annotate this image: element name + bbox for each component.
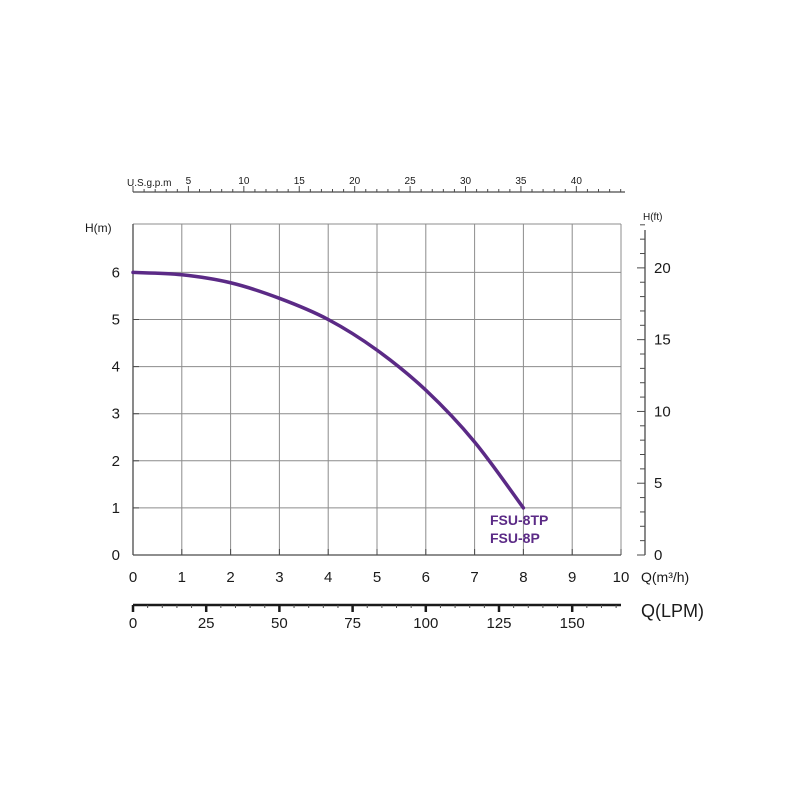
right-axis-tick-label: 10 — [654, 403, 671, 420]
x-tick-label: 10 — [613, 569, 630, 586]
y-tick-label: 4 — [112, 359, 120, 376]
x-tick-label: 6 — [422, 569, 430, 586]
bottom-axis-tick-label: 75 — [344, 615, 361, 632]
series-label: FSU-8P — [490, 530, 540, 546]
bottom-axis-tick-label: 50 — [271, 615, 288, 632]
bottom-axis-tick-label: 100 — [413, 615, 438, 632]
x-tick-label: 5 — [373, 569, 381, 586]
x-tick-label: 8 — [519, 569, 527, 586]
y-tick-label: 3 — [112, 406, 120, 423]
y-tick-label: 0 — [112, 547, 120, 564]
labels: H(m) H(ft) U.S.g.p.m Q(m³/h) Q(LPM) 0 1 2 3… — [85, 176, 704, 632]
x-tick-label: 0 — [129, 569, 137, 586]
bottom-axis-title: Q(LPM) — [641, 601, 704, 621]
top-axis-tick-label: 10 — [238, 176, 250, 187]
top-axis-title: U.S.g.p.m — [127, 178, 171, 189]
top-axis-tick-label: 20 — [349, 176, 361, 187]
bottom-axis-tick-label: 150 — [560, 615, 585, 632]
x-tick-label: 1 — [178, 569, 186, 586]
y-tick-label: 2 — [112, 453, 120, 470]
top-axis-tick-label: 5 — [186, 176, 192, 187]
bottom-axis-tick-label: 125 — [486, 615, 511, 632]
y-tick-label: 6 — [112, 264, 120, 281]
right-axis-tick-label: 20 — [654, 260, 671, 277]
top-axis-tick-label: 35 — [515, 176, 527, 187]
bottom-axis-tick-label: 0 — [129, 615, 137, 632]
top-axis-tick-label: 30 — [460, 176, 472, 187]
x-tick-label: 7 — [470, 569, 478, 586]
y-tick-label: 1 — [112, 500, 120, 517]
top-axis-tick-label: 15 — [294, 176, 306, 187]
top-axis-tick-label: 40 — [571, 176, 583, 187]
bottom-axis-tick-label: 25 — [198, 615, 215, 632]
grid — [133, 223, 622, 555]
series-label: FSU-8TP — [490, 512, 548, 528]
right-axis-tick-label: 0 — [654, 547, 662, 564]
x-tick-label: 3 — [275, 569, 283, 586]
axes — [132, 191, 646, 607]
top-axis-tick-label: 25 — [405, 176, 417, 187]
x-tick-label: 2 — [226, 569, 234, 586]
right-axis-tick-label: 5 — [654, 475, 662, 492]
series-curve — [131, 270, 526, 510]
y-axis-title: H(m) — [85, 221, 112, 235]
right-axis-tick-label: 15 — [654, 332, 671, 349]
x-axis-title: Q(m³/h) — [641, 569, 689, 585]
right-axis-title: H(ft) — [643, 212, 662, 223]
ticks — [131, 186, 645, 612]
y-tick-label: 5 — [112, 312, 120, 329]
x-tick-label: 4 — [324, 569, 332, 586]
series: FSU-8TP FSU-8P — [131, 270, 548, 546]
x-tick-label: 9 — [568, 569, 576, 586]
